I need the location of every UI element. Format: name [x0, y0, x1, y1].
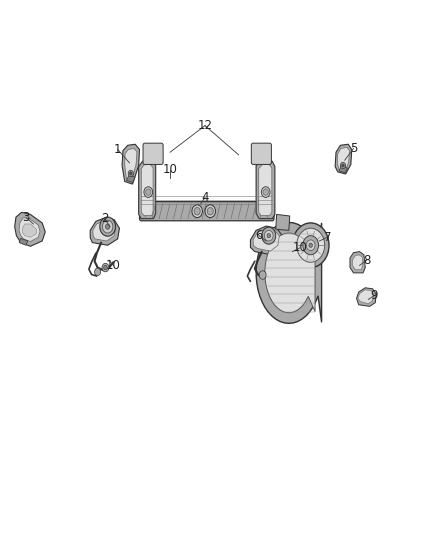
Circle shape [104, 265, 107, 270]
Polygon shape [339, 165, 347, 173]
Circle shape [192, 205, 202, 217]
Polygon shape [358, 290, 374, 304]
Text: 12: 12 [198, 119, 212, 132]
Circle shape [102, 263, 109, 272]
Circle shape [262, 227, 276, 244]
Circle shape [102, 220, 113, 233]
Circle shape [263, 189, 268, 195]
Polygon shape [253, 229, 279, 251]
Circle shape [144, 187, 152, 197]
Circle shape [265, 230, 273, 241]
Circle shape [342, 164, 344, 167]
Text: 7: 7 [324, 231, 331, 244]
Polygon shape [127, 175, 135, 182]
Polygon shape [276, 214, 290, 230]
Circle shape [259, 271, 266, 279]
Polygon shape [14, 212, 45, 246]
Circle shape [146, 189, 151, 195]
Circle shape [292, 223, 329, 268]
Polygon shape [259, 165, 272, 215]
Circle shape [340, 163, 346, 168]
Polygon shape [141, 165, 153, 215]
Circle shape [267, 233, 271, 238]
Polygon shape [251, 226, 283, 255]
Text: 9: 9 [370, 289, 378, 302]
Circle shape [205, 205, 215, 217]
Text: 3: 3 [22, 211, 30, 224]
Text: 6: 6 [255, 229, 263, 242]
Polygon shape [125, 149, 137, 180]
Polygon shape [353, 255, 363, 270]
Circle shape [100, 217, 116, 236]
FancyBboxPatch shape [143, 143, 163, 165]
Text: 10: 10 [162, 163, 177, 176]
Circle shape [297, 228, 325, 262]
Circle shape [306, 240, 315, 251]
Polygon shape [337, 148, 350, 171]
Circle shape [130, 172, 132, 175]
Polygon shape [122, 144, 140, 184]
Text: 10: 10 [106, 259, 121, 272]
Circle shape [303, 236, 318, 255]
Text: 1: 1 [114, 143, 121, 156]
Polygon shape [265, 233, 315, 313]
Text: 5: 5 [350, 142, 357, 155]
Circle shape [309, 243, 312, 247]
Circle shape [194, 207, 200, 215]
FancyBboxPatch shape [140, 201, 274, 221]
Polygon shape [22, 224, 36, 237]
Polygon shape [256, 222, 321, 324]
Polygon shape [19, 238, 28, 245]
Text: 2: 2 [101, 212, 108, 225]
Polygon shape [350, 252, 365, 273]
Text: 8: 8 [363, 254, 370, 266]
Text: 10: 10 [292, 241, 307, 254]
FancyBboxPatch shape [251, 143, 272, 165]
Circle shape [106, 224, 110, 229]
Text: 4: 4 [201, 191, 209, 204]
Circle shape [261, 187, 270, 197]
Circle shape [95, 268, 101, 276]
Polygon shape [19, 217, 40, 241]
Circle shape [207, 207, 213, 215]
Polygon shape [256, 160, 275, 219]
Polygon shape [139, 160, 155, 219]
Circle shape [128, 170, 134, 176]
Polygon shape [90, 217, 120, 245]
Polygon shape [93, 221, 116, 241]
Polygon shape [357, 288, 376, 306]
Polygon shape [335, 144, 352, 174]
